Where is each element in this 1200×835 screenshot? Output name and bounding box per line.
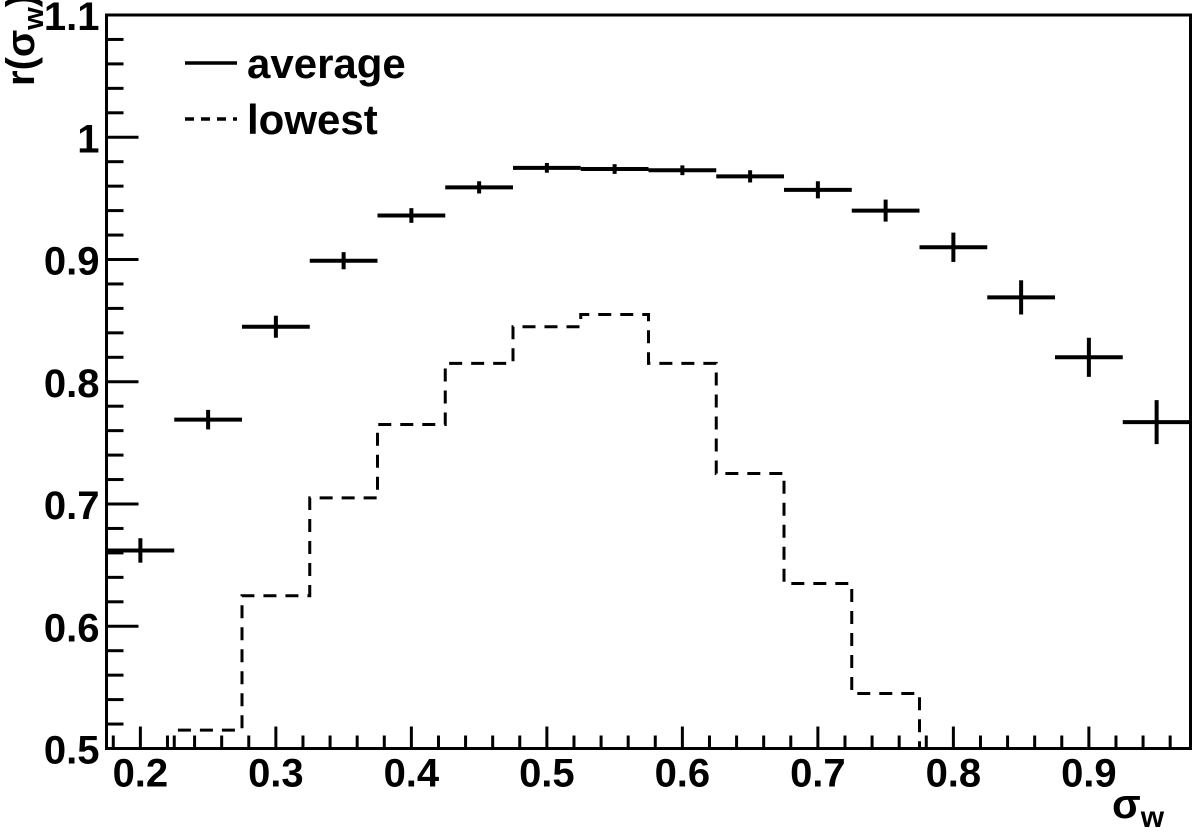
x-tick-label: 0.9 — [1061, 752, 1117, 796]
x-tick-label: 0.5 — [519, 752, 575, 796]
x-tick-label: 0.8 — [926, 752, 982, 796]
y-tick-label: 0.8 — [44, 362, 100, 406]
y-axis-title-text: r(σw) — [0, 0, 50, 86]
y-axis: 0.5 0.6 0.7 0.8 0.9 1 1.1 — [44, 0, 139, 773]
y-tick-label: 0.7 — [44, 484, 100, 528]
x-tick-label: 0.7 — [790, 752, 846, 796]
legend-entry-lowest: lowest — [185, 96, 378, 143]
x-tick-label: 0.4 — [384, 752, 440, 796]
y-tick-label: 0.6 — [44, 606, 100, 650]
x-axis: 0.2 0.3 0.4 0.5 0.6 0.7 0.8 0.9 — [111, 726, 1172, 796]
y-axis-title: r(σw) — [0, 0, 50, 86]
plot-frame — [105, 13, 1192, 750]
legend-label: lowest — [247, 96, 378, 143]
x-tick-label: 0.6 — [655, 752, 711, 796]
x-tick-label: 0.2 — [113, 752, 169, 796]
step-line — [172, 313, 921, 749]
legend-entry-average: average — [185, 40, 406, 87]
legend: average lowest — [185, 40, 406, 143]
x-tick-label: 0.3 — [248, 752, 304, 796]
y-tick-label: 0.5 — [44, 729, 100, 773]
y-tick-label: 1.1 — [44, 0, 100, 39]
y-tick-label: 1 — [77, 117, 99, 161]
legend-label: average — [247, 40, 406, 87]
y-tick-label: 0.9 — [44, 240, 100, 284]
series-lowest — [172, 313, 921, 749]
series-average — [106, 162, 1191, 563]
